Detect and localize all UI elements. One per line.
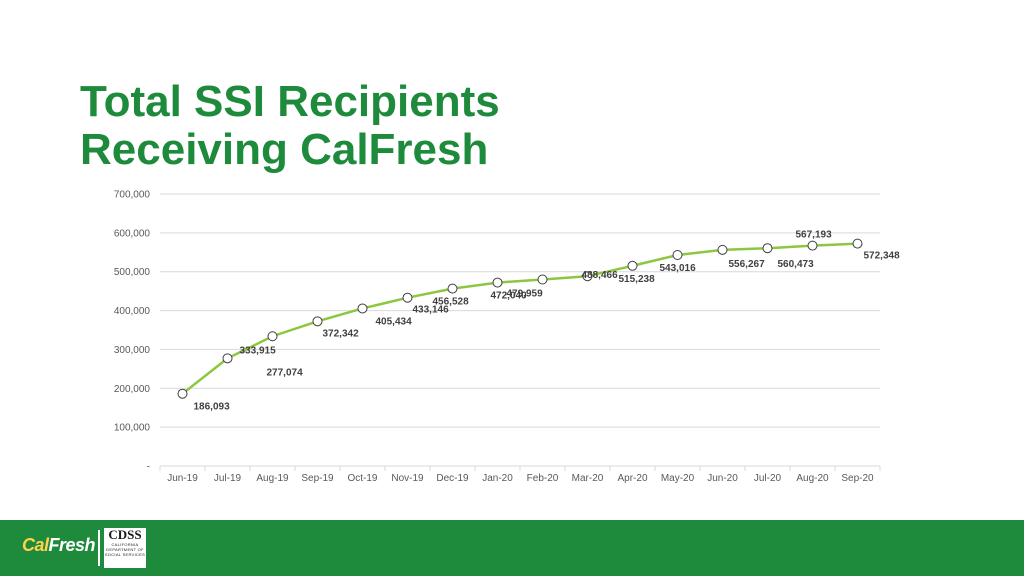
cdss-logo-dept2: SOCIAL SERVICES: [104, 552, 146, 557]
x-tick-label: Oct-19: [347, 473, 377, 484]
series-line: [181, 242, 858, 395]
data-point: [312, 316, 323, 327]
data-label: 543,016: [660, 263, 697, 274]
x-tick-label: Jul-19: [214, 473, 242, 484]
cdss-logo-dept1: DEPARTMENT OF: [106, 547, 144, 552]
x-tick-label: Sep-19: [301, 473, 334, 484]
y-tick-label: 100,000: [114, 423, 151, 434]
cdss-logo-abbr: CDSS: [108, 527, 142, 542]
x-tick-label: Sep-20: [841, 473, 874, 484]
y-tick-label: 600,000: [114, 228, 151, 239]
data-label: 372,342: [323, 328, 360, 339]
data-point: [717, 244, 728, 255]
data-point: [492, 277, 503, 288]
data-point: [267, 331, 278, 342]
data-label: 515,238: [619, 274, 656, 285]
calfresh-logo-cal: Cal: [22, 535, 49, 555]
line-chart: - 100,000 200,000 300,000 400,000 500,000 600,…: [114, 190, 901, 485]
data-label: 488,466: [582, 270, 619, 281]
x-tick-label: Feb-20: [527, 473, 559, 484]
y-tick-label: 500,000: [114, 267, 151, 278]
data-point: [627, 260, 638, 271]
x-tick-label: Nov-19: [391, 473, 424, 484]
x-tick-label: Aug-20: [796, 473, 829, 484]
data-label: 456,528: [433, 297, 470, 308]
y-tick-label: -: [147, 462, 150, 473]
x-tick-label: Mar-20: [572, 473, 604, 484]
x-tick-label: Jan-20: [482, 473, 513, 484]
data-point: [222, 353, 233, 364]
data-point: [537, 274, 548, 285]
calfresh-logo: CalFresh: [22, 535, 96, 556]
data-point: [807, 240, 818, 251]
data-label: 472,040: [491, 291, 528, 302]
data-point: [177, 388, 188, 399]
data-label: 567,193: [796, 230, 833, 241]
footer-bar: CalFresh CDSS CALIFORNIA DEPARTMENT OF S…: [0, 520, 1024, 576]
title-line-2: Receiving CalFresh: [80, 125, 489, 174]
data-point: [402, 292, 413, 303]
data-point: [447, 283, 458, 294]
data-label: 333,915: [240, 345, 277, 356]
cdss-logo: CDSS CALIFORNIA DEPARTMENT OF SOCIAL SER…: [104, 528, 146, 568]
data-label: 560,473: [778, 259, 815, 270]
calfresh-logo-fresh: Fresh: [48, 535, 96, 555]
data-label: 572,348: [864, 251, 901, 262]
y-tick-label: 200,000: [114, 384, 151, 395]
x-tick-label: Jun-20: [707, 473, 738, 484]
y-tick-label: 700,000: [114, 190, 151, 201]
data-point: [357, 303, 368, 314]
logo-divider: [98, 530, 100, 566]
cdss-logo-state: CALIFORNIA: [111, 542, 139, 547]
data-label: 277,074: [267, 367, 304, 378]
x-tick-label: Jul-20: [754, 473, 782, 484]
x-tick-label: Aug-19: [256, 473, 289, 484]
title-line-1: Total SSI Recipients: [80, 77, 500, 126]
data-label: 479,959: [507, 289, 544, 300]
y-tick-label: 400,000: [114, 306, 151, 317]
data-label: 405,434: [376, 316, 413, 327]
page-title: Total SSI Recipients Receiving CalFresh: [80, 78, 500, 174]
x-tick-label: Apr-20: [617, 473, 647, 484]
data-point: [582, 271, 593, 282]
y-tick-label: 300,000: [114, 345, 151, 356]
x-tick-label: Dec-19: [436, 473, 469, 484]
data-label: 433,146: [413, 305, 450, 316]
data-point: [672, 249, 683, 260]
data-label: 556,267: [729, 259, 766, 270]
x-tick-label: Jun-19: [167, 473, 198, 484]
data-point: [852, 238, 863, 249]
data-point: [762, 243, 773, 254]
data-label: 186,093: [194, 402, 231, 413]
x-tick-label: May-20: [661, 473, 695, 484]
